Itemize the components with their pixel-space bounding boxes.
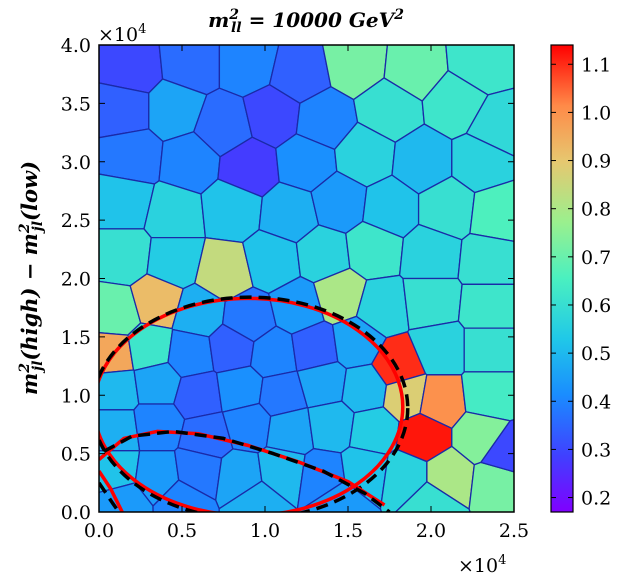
- voronoi-cell: [479, 419, 514, 473]
- voronoi-cell: [172, 370, 223, 421]
- y-axis-label: m2jl(high) − m2jl(low): [17, 161, 46, 395]
- colorbar-tick-label: 1.1: [581, 54, 611, 76]
- colorbar-ticks: 0.2 0.3 0.4 0.5 0.6 0.7 0.8 0.9 1.0 1.1: [551, 54, 611, 510]
- voronoi-cell: [457, 232, 514, 285]
- x-tick-label: 1.0: [250, 520, 280, 542]
- x-tick-label: 2.0: [416, 520, 446, 542]
- dashed-circle-contour: [99, 295, 410, 512]
- y-multiplier: ×104: [98, 22, 146, 46]
- x-tick-label: 0.5: [167, 520, 197, 542]
- y-tick-label: 1.0: [61, 385, 91, 407]
- y-tick-label: 1.5: [61, 327, 91, 349]
- y-tick-label: 2.0: [61, 269, 91, 291]
- x-multiplier: ×104: [458, 553, 506, 577]
- colorbar-tick-label: 0.4: [581, 391, 611, 413]
- colorbar-tick-label: 1.0: [581, 102, 611, 124]
- y-tick-label: 3.5: [61, 93, 91, 115]
- y-tick-label: 4.0: [61, 35, 91, 57]
- voronoi-cell: [457, 283, 514, 329]
- red-lower-left-curve: [99, 470, 124, 512]
- x-axis: 0.0 0.5 1.0 1.5 2.0 2.5: [84, 45, 529, 542]
- contour-overlays: [99, 295, 410, 512]
- colorbar-tick-label: 0.7: [581, 247, 611, 269]
- y-tick-label: 3.0: [61, 152, 91, 174]
- voronoi-cell: [133, 403, 186, 452]
- chart-title: m2 ll = 10000 GeV2: [208, 7, 404, 36]
- voronoi-cells: [99, 45, 514, 512]
- voronoi-cell: [307, 400, 355, 454]
- colorbar-tick-label: 0.6: [581, 295, 611, 317]
- y-axis: 0.0 0.5 1.0 1.5 2.0 2.5 3.0 3.5 4.0: [61, 35, 514, 524]
- x-tick-label: 1.5: [333, 520, 363, 542]
- colorbar: [550, 44, 574, 513]
- voronoi-cell: [463, 327, 514, 373]
- colorbar-tick-label: 0.5: [581, 343, 611, 365]
- y-tick-label: 0.0: [61, 502, 91, 524]
- dashed-lower-left-curve: [99, 481, 121, 512]
- y-tick-label: 0.5: [61, 444, 91, 466]
- x-tick-label: 2.5: [499, 520, 529, 542]
- colorbar-tick-label: 0.8: [581, 199, 611, 221]
- y-tick-label: 2.5: [61, 210, 91, 232]
- voronoi-cell: [133, 361, 182, 405]
- colorbar-tick-label: 0.2: [581, 488, 611, 510]
- colorbar-tick-label: 0.9: [581, 151, 611, 173]
- x-tick-label: 0.0: [84, 520, 114, 542]
- colorbar-tick-label: 0.3: [581, 439, 611, 461]
- dashed-inner-curve: [103, 429, 391, 512]
